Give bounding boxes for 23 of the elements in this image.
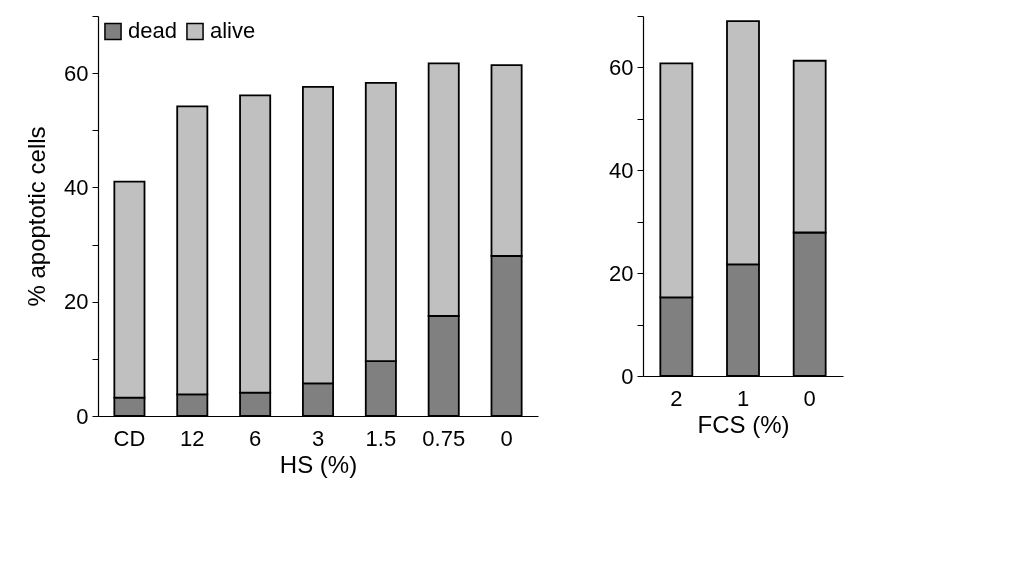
x-axis-title: HS (%) bbox=[279, 450, 358, 478]
x-tick-label: 0 bbox=[500, 425, 513, 451]
y-tick-label: 20 bbox=[64, 289, 89, 315]
y-axis-title: % apoptotic cells bbox=[23, 126, 51, 307]
y-tick-label: 60 bbox=[64, 60, 89, 86]
x-tick-label: 12 bbox=[180, 425, 205, 451]
y-tick-label: 60 bbox=[609, 54, 634, 80]
x-tick-label: 0 bbox=[803, 385, 816, 411]
legend-label: dead bbox=[128, 18, 177, 44]
legend-label: alive bbox=[210, 18, 256, 44]
x-tick-label: 1 bbox=[736, 385, 750, 411]
x-tick-label: 6 bbox=[249, 425, 262, 451]
x-tick-label: 1.5 bbox=[365, 425, 397, 451]
x-tick-label: 0.75 bbox=[422, 425, 466, 451]
x-axis-title: FCS (%) bbox=[697, 410, 790, 438]
y-tick-label: 0 bbox=[76, 403, 89, 429]
y-tick-label: 40 bbox=[609, 157, 634, 183]
y-tick-label: 0 bbox=[621, 363, 634, 389]
x-tick-label: 3 bbox=[311, 425, 325, 451]
x-tick-label: CD bbox=[113, 425, 146, 451]
x-tick-label: 2 bbox=[670, 385, 683, 411]
y-tick-label: 20 bbox=[609, 260, 634, 286]
y-tick-label: 40 bbox=[64, 174, 89, 200]
